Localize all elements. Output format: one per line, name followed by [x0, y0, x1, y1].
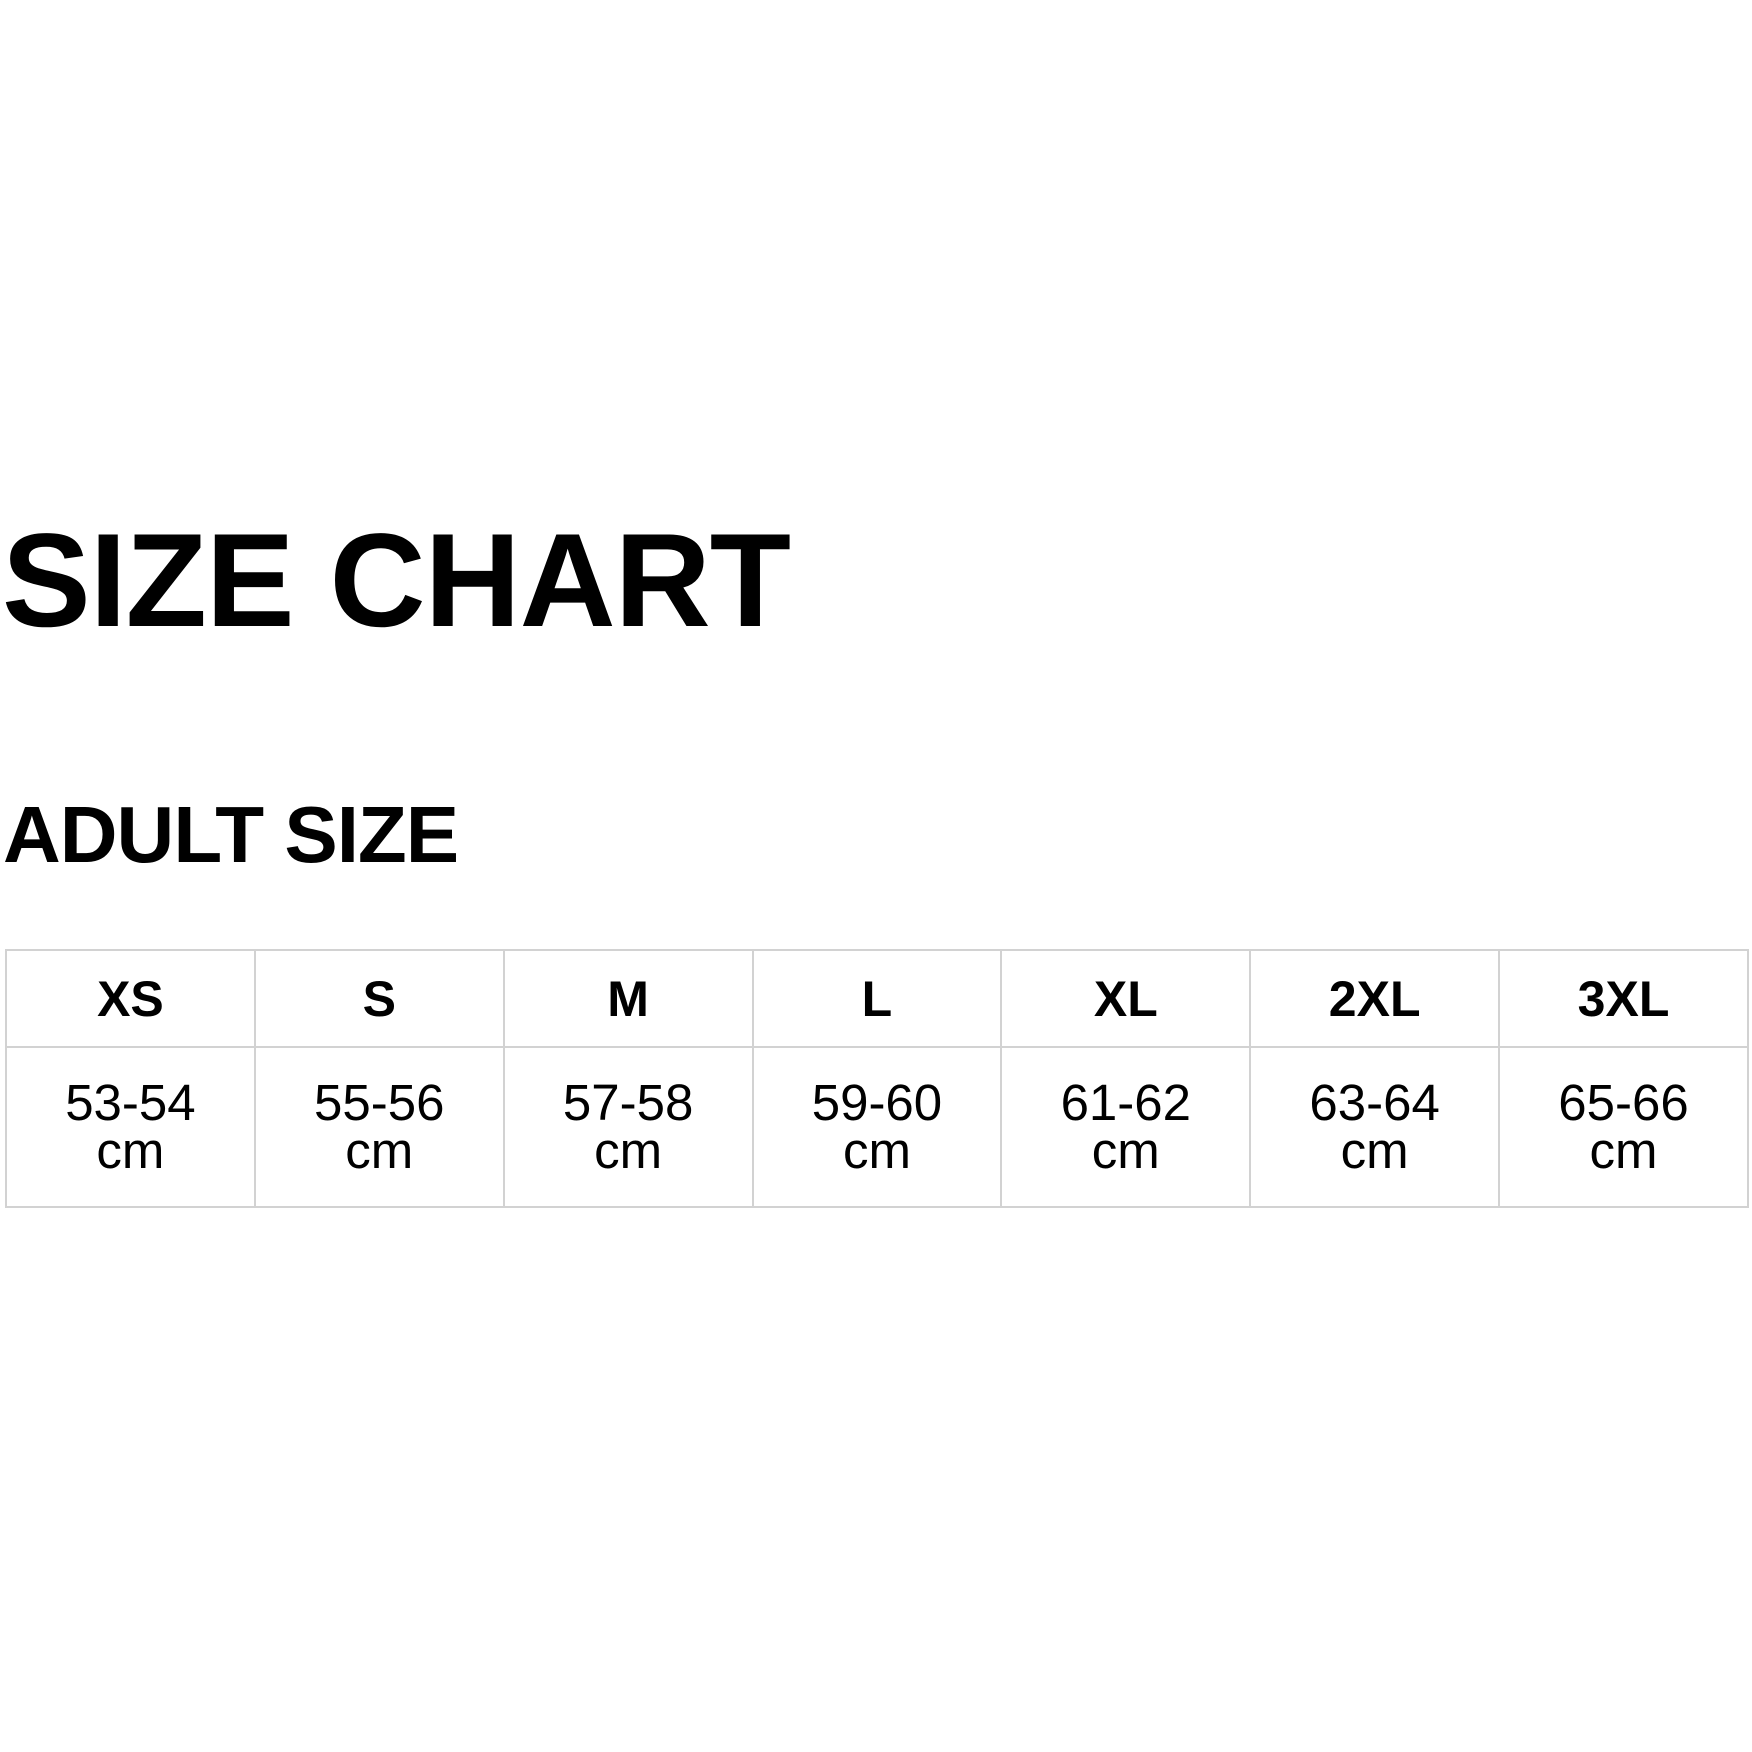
unit-label: cm: [345, 1122, 414, 1179]
size-header-cell: S: [253, 949, 505, 1048]
measurement-row: 53-54 cm 55-56 cm 57-58 cm 59-60 cm 61-62 cm …: [5, 1046, 1749, 1208]
measurement-cell: 53-54 cm: [5, 1046, 256, 1208]
range-value: 61-62: [1060, 1074, 1192, 1131]
measurement-cell: 59-60 cm: [751, 1046, 1003, 1208]
unit-label: cm: [842, 1122, 911, 1179]
measurement-cell: 57-58 cm: [502, 1046, 754, 1208]
size-header-cell: 2XL: [1249, 949, 1501, 1048]
range-value: 63-64: [1309, 1074, 1440, 1131]
range-value: 59-60: [811, 1074, 943, 1131]
unit-label: cm: [594, 1122, 663, 1179]
size-header-cell: M: [502, 949, 754, 1048]
measurement-cell: 63-64 cm: [1249, 1046, 1501, 1208]
size-header-cell: L: [751, 949, 1003, 1048]
range-value: 55-56: [314, 1074, 445, 1131]
size-header-cell: XL: [1000, 949, 1252, 1048]
size-header-cell: XS: [5, 949, 256, 1048]
size-header-cell: 3XL: [1498, 949, 1749, 1048]
unit-label: cm: [96, 1122, 165, 1179]
range-value: 57-58: [562, 1074, 694, 1131]
measurement-cell: 55-56 cm: [253, 1046, 505, 1208]
unit-label: cm: [1589, 1122, 1658, 1179]
unit-label: cm: [1340, 1122, 1409, 1179]
size-table: XS S M L XL 2XL 3XL 53-54 cm 55-56 cm 57-5…: [5, 949, 1749, 1208]
range-value: 65-66: [1558, 1074, 1689, 1131]
size-header-row: XS S M L XL 2XL 3XL: [5, 949, 1749, 1048]
measurement-cell: 61-62 cm: [1000, 1046, 1252, 1208]
unit-label: cm: [1091, 1122, 1160, 1179]
measurement-cell: 65-66 cm: [1498, 1046, 1749, 1208]
section-title: ADULT SIZE: [3, 790, 459, 879]
range-value: 53-54: [65, 1074, 196, 1131]
page-title: SIZE CHART: [2, 507, 791, 655]
